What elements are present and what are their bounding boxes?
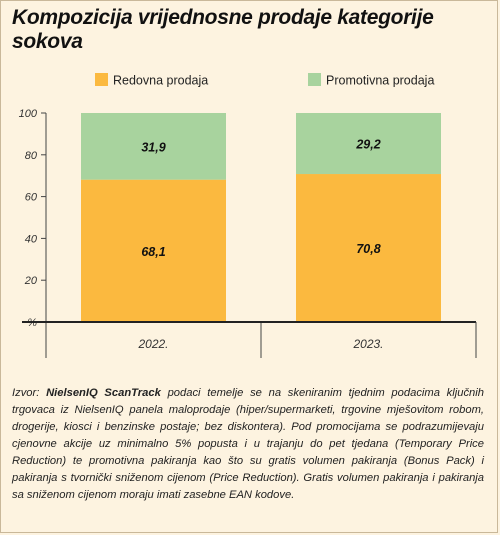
source-brand: NielsenIQ ScanTrack <box>46 387 161 399</box>
bar-2-1 <box>81 113 226 180</box>
legend-swatch-1 <box>95 73 108 86</box>
x-category-label: 2022. <box>137 337 168 351</box>
source-prefix: Izvor: <box>12 387 47 399</box>
source-note: Izvor: NielsenIQ ScanTrack podaci temelj… <box>12 385 484 504</box>
y-tick-label: 100 <box>19 108 38 120</box>
data-label-1-2: 70,8 <box>356 242 380 256</box>
y-tick-label: 20 <box>24 275 38 287</box>
bar-1-2 <box>296 174 441 322</box>
legend-label-1: Redovna prodaja <box>113 74 208 88</box>
chart-title: Kompozicija vrijednosne prodaje kategori… <box>12 6 434 53</box>
x-category-label: 2023. <box>352 337 383 351</box>
data-label-1-1: 68,1 <box>141 245 165 259</box>
y-tick-label: 40 <box>25 233 38 245</box>
data-label-2-1: 31,9 <box>141 140 165 154</box>
bar-2-2 <box>296 113 441 175</box>
y-tick-label: 60 <box>25 192 38 204</box>
data-label-2-2: 29,2 <box>355 138 380 152</box>
source-text: podaci temelje se na skeniranim tjednim … <box>12 387 484 501</box>
y-tick-label: 80 <box>25 150 38 162</box>
bar-1-1 <box>81 179 226 322</box>
legend-swatch-2 <box>308 73 321 86</box>
legend-label-2: Promotivna prodaja <box>326 74 434 88</box>
